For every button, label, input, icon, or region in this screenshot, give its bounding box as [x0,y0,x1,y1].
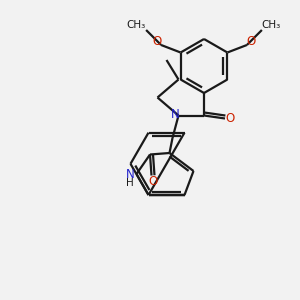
Text: O: O [153,34,162,48]
Text: CH₃: CH₃ [126,20,145,31]
Text: O: O [226,112,235,125]
Text: O: O [246,34,255,48]
Text: N: N [170,107,179,121]
Text: CH₃: CH₃ [261,20,280,31]
Text: H: H [126,178,134,188]
Text: N: N [125,167,134,181]
Text: O: O [148,175,158,188]
